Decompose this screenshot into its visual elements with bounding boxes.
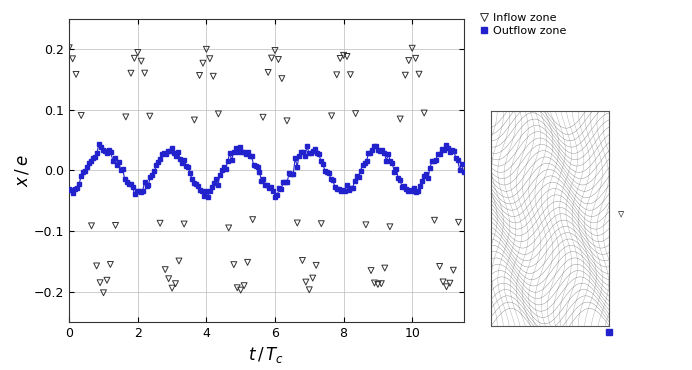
Point: [239, 283, 250, 289]
Point: [189, 117, 200, 123]
Point: [132, 50, 143, 56]
Point: [341, 54, 352, 60]
Point: [95, 280, 106, 286]
Point: [365, 268, 376, 273]
Point: [75, 112, 86, 118]
Point: [167, 285, 178, 291]
Point: [125, 70, 136, 76]
Point: [350, 111, 361, 117]
Point: [197, 60, 208, 66]
Point: [372, 282, 383, 287]
Point: [98, 290, 109, 296]
Point: [403, 58, 415, 64]
Point: [120, 114, 131, 120]
Point: [257, 114, 268, 120]
Point: [232, 285, 243, 291]
Point: [273, 57, 284, 63]
Point: [201, 46, 212, 52]
Text: $\triangledown$: $\triangledown$: [617, 208, 626, 221]
Point: [228, 262, 239, 268]
Point: [276, 75, 287, 81]
Point: [266, 55, 277, 61]
Point: [242, 259, 253, 265]
Point: [110, 222, 121, 228]
Point: [163, 276, 174, 282]
Point: [300, 279, 311, 285]
Point: [102, 277, 113, 283]
Point: [71, 71, 82, 77]
Point: [136, 58, 147, 64]
Point: [361, 222, 372, 228]
Point: [338, 53, 349, 58]
Point: [282, 118, 293, 124]
Point: [376, 281, 387, 287]
Point: [304, 287, 315, 293]
Point: [204, 56, 215, 62]
Point: [139, 70, 150, 76]
Point: [384, 224, 395, 230]
X-axis label: $t\,/\,T_c$: $t\,/\,T_c$: [248, 345, 284, 365]
Point: [434, 263, 445, 269]
Point: [369, 280, 380, 286]
Point: [311, 262, 322, 268]
Point: [419, 110, 430, 116]
Point: [429, 217, 440, 223]
Point: [379, 265, 390, 271]
Point: [335, 56, 346, 61]
Point: [394, 116, 406, 122]
Point: [223, 225, 234, 231]
Point: [154, 220, 165, 226]
Point: [67, 56, 78, 62]
Point: [410, 56, 421, 61]
Point: [448, 267, 459, 273]
Point: [414, 71, 425, 77]
Point: [213, 111, 224, 117]
Point: [297, 258, 308, 263]
Point: [400, 72, 411, 78]
Point: [174, 258, 185, 264]
Point: [326, 113, 337, 119]
Point: [247, 217, 258, 223]
Point: [170, 281, 181, 287]
Point: [307, 275, 318, 281]
Point: [331, 72, 343, 78]
Point: [64, 45, 75, 51]
Point: [437, 279, 448, 285]
Y-axis label: $x\,/\,e$: $x\,/\,e$: [13, 154, 31, 186]
Point: [91, 263, 102, 269]
Point: [441, 284, 452, 290]
Point: [453, 219, 464, 225]
Point: [160, 267, 171, 273]
Point: [444, 280, 455, 286]
Point: [194, 73, 205, 78]
Point: [104, 262, 116, 268]
Point: [269, 47, 280, 53]
Point: [292, 220, 303, 226]
Point: [345, 72, 356, 78]
Point: [129, 56, 140, 61]
Point: [235, 287, 246, 293]
Point: [144, 113, 155, 119]
Point: [208, 73, 219, 79]
Legend: Inflow zone, Outflow zone: Inflow zone, Outflow zone: [480, 13, 566, 36]
Point: [86, 223, 97, 229]
Point: [407, 45, 418, 51]
Point: [316, 221, 327, 227]
Point: [262, 70, 273, 75]
Point: [179, 221, 190, 227]
